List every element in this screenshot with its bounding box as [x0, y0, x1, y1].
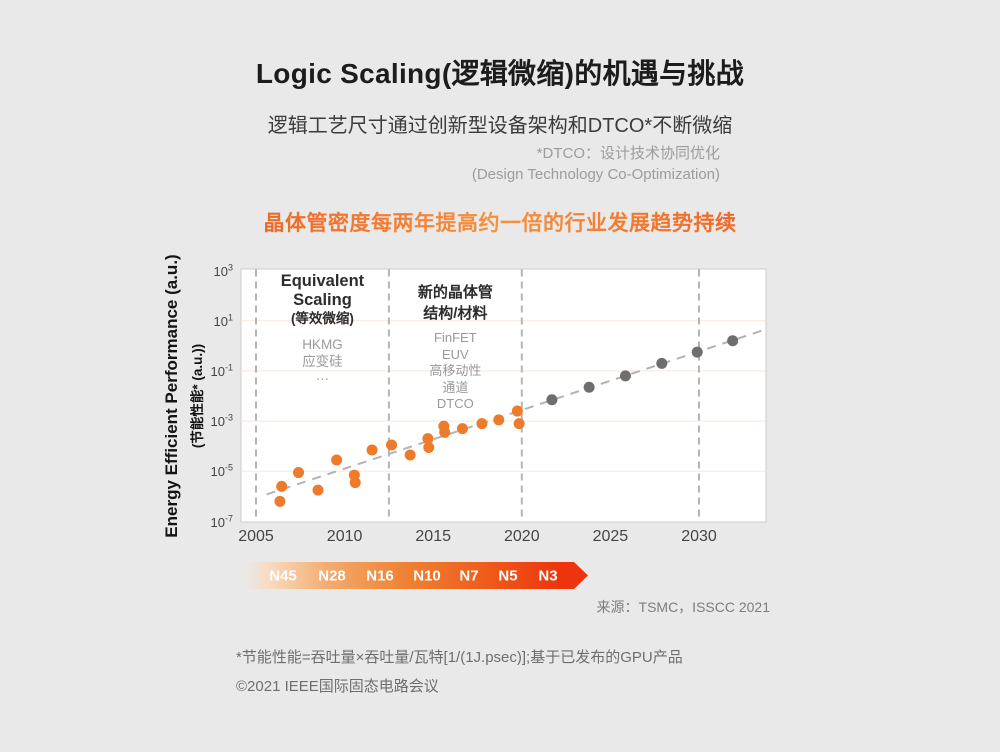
zone-item: 通道: [442, 379, 469, 395]
plot-area: [240, 268, 767, 523]
observed-orange-point: [476, 418, 488, 430]
zone-title-line: Scaling: [293, 291, 352, 309]
node-label-n16: N16: [366, 567, 394, 584]
node-label-n45: N45: [269, 567, 297, 584]
x-tick-label: 2030: [681, 528, 717, 545]
observed-orange-point: [513, 418, 525, 430]
projected-gray-point: [691, 346, 703, 358]
projected-gray-point: [656, 357, 668, 369]
observed-orange-point: [439, 426, 451, 438]
zone-item: HKMG: [302, 337, 343, 352]
zone-annotation: 新的晶体管结构/材料 FinFET EUV 高移动性 通道 DTCO: [418, 282, 493, 413]
node-label-n28: N28: [318, 567, 346, 584]
zone-item: DTCO: [436, 396, 474, 411]
observed-orange-point: [404, 449, 416, 461]
node-label-n5: N5: [498, 567, 518, 584]
observed-orange-point: [293, 467, 305, 479]
observed-orange-point: [366, 444, 378, 456]
data-source-label: 来源：TSMC，ISSCC 2021: [596, 599, 770, 615]
y-tick-label: 103: [213, 262, 233, 279]
observed-orange-point: [274, 495, 286, 507]
projected-gray-point: [727, 335, 739, 347]
zone-item: 高移动性: [429, 363, 482, 378]
observed-orange-point: [422, 433, 434, 445]
trend-statement: 晶体管密度每两年提高约一倍的行业发展趋势持续: [0, 211, 1000, 237]
observed-orange-point: [312, 484, 324, 496]
x-tick-label: 2010: [326, 528, 363, 545]
y-axis-tick-labels: 103 101 10-1 10-3 10-5 10-7: [0, 0, 233, 752]
node-label-n3: N3: [538, 567, 558, 584]
y-tick-label: 10-7: [210, 513, 233, 530]
copyright-footnote: ©2021 IEEE国际固态电路会议: [236, 678, 439, 695]
observed-orange-point: [386, 439, 398, 451]
dtco-footnote-line2: (Design Technology Co-Optimization): [471, 166, 720, 183]
y-tick-label: 10-3: [210, 412, 233, 429]
observed-orange-point: [493, 414, 505, 426]
page-subtitle: 逻辑工艺尺寸通过创新型设备架构和DTCO*不断微缩: [267, 115, 733, 137]
zone-item-list: FinFET EUV 高移动性 通道 DTCO: [418, 330, 493, 413]
projected-gray-point: [583, 381, 595, 393]
zone-subtitle: (等效微缩): [290, 311, 354, 326]
zone-item: ···: [315, 371, 330, 386]
zone-item: EUV: [441, 346, 469, 362]
y-tick-label: 10-5: [210, 462, 233, 480]
zone-title-line: Equivalent: [280, 272, 365, 290]
zone-title-line: 新的晶体管: [417, 284, 493, 301]
y-tick-label: 10-1: [210, 362, 233, 379]
dtco-footnote-line1: *DTCO：设计技术协同优化: [536, 145, 720, 162]
process-node-gradient-bar: N45 N28 N16 N10 N7 N5 N3: [244, 562, 574, 589]
zone-item: FinFET: [434, 330, 477, 345]
page-title: Logic Scaling(逻辑微缩)的机遇与挑战: [255, 58, 745, 89]
observed-orange-point: [456, 423, 468, 435]
x-axis-tick-labels: 2005 2010 2015 2020 2025 2030: [0, 528, 1000, 550]
dtco-footnote: *DTCO：设计技术协同优化 (Design Technology Co-Opt…: [472, 143, 720, 185]
observed-orange-point: [423, 441, 435, 453]
x-tick-label: 2005: [238, 528, 274, 545]
projected-gray-point: [546, 394, 558, 406]
node-label-n7: N7: [459, 567, 479, 584]
zone-item: 应变硅: [302, 354, 343, 369]
x-tick-label: 2015: [415, 528, 451, 545]
metric-footnote: *节能性能=吞吐量×吞吐量/瓦特[1/(1J.psec)];基于已发布的GPU产…: [236, 649, 683, 666]
observed-orange-point: [276, 480, 288, 492]
x-tick-label: 2025: [592, 528, 629, 545]
observed-orange-point: [349, 477, 361, 489]
x-tick-label: 2020: [504, 528, 540, 545]
node-label-n10: N10: [413, 567, 441, 584]
observed-orange-point: [511, 405, 523, 417]
projected-gray-point: [619, 370, 631, 382]
observed-orange-point: [331, 454, 343, 466]
y-tick-label: 101: [213, 312, 233, 329]
zone-annotation: Equivalent Scaling (等效微缩) HKMG 应变硅 ···: [281, 272, 364, 387]
zone-title-line: 结构/材料: [423, 305, 488, 322]
zone-item-list: HKMG 应变硅 ···: [281, 336, 364, 387]
